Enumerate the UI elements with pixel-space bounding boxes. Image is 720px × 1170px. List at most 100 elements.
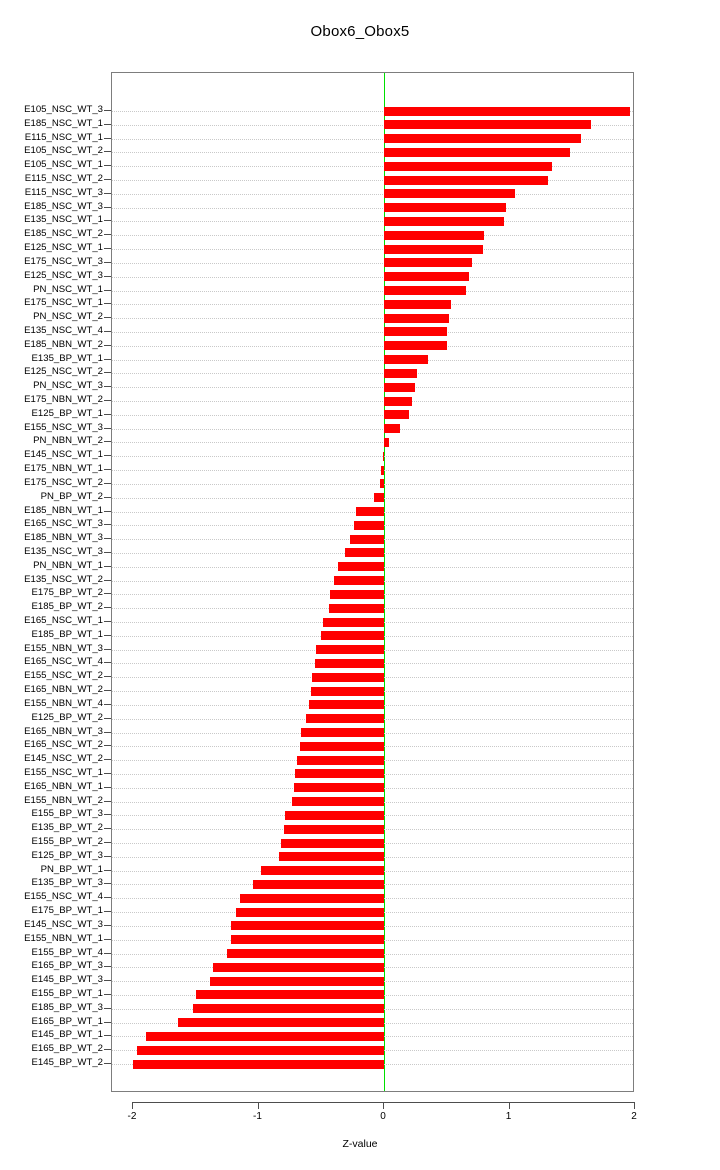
y-axis-tick bbox=[104, 731, 111, 733]
y-axis-label: E185_NSC_WT_3 bbox=[24, 200, 103, 212]
y-axis-tick bbox=[104, 828, 111, 830]
y-axis-tick bbox=[104, 800, 111, 802]
gridline bbox=[112, 456, 633, 458]
y-axis-label: E175_NBN_WT_2 bbox=[24, 394, 103, 406]
y-axis-tick bbox=[104, 344, 111, 346]
y-axis-label: E105_NSC_WT_2 bbox=[24, 145, 103, 157]
y-axis-tick bbox=[104, 248, 111, 250]
bar-PN_NSC_WT_1 bbox=[384, 286, 466, 296]
y-axis-tick bbox=[104, 110, 111, 111]
bar-E165_NSC_WT_1 bbox=[322, 617, 384, 627]
bar-E185_NSC_WT_1 bbox=[384, 120, 592, 130]
y-axis-label: E125_BP_WT_3 bbox=[31, 850, 103, 862]
y-axis-tick bbox=[104, 1049, 111, 1051]
y-axis-label: E165_NSC_WT_4 bbox=[24, 656, 103, 668]
bar-E165_NBN_WT_2 bbox=[311, 686, 384, 696]
y-axis-label: E175_BP_WT_1 bbox=[31, 905, 103, 917]
bar-E155_NSC_WT_4 bbox=[239, 893, 384, 903]
y-axis-tick bbox=[104, 648, 111, 650]
y-axis-tick bbox=[104, 137, 111, 139]
y-axis-label: PN_NSC_WT_2 bbox=[33, 311, 103, 323]
y-axis-label: E175_NSC_WT_1 bbox=[24, 297, 103, 309]
y-axis-tick bbox=[104, 427, 111, 429]
y-axis-tick bbox=[104, 772, 111, 774]
bar-E115_NSC_WT_3 bbox=[384, 189, 515, 199]
bar-E185_BP_WT_3 bbox=[193, 1004, 384, 1014]
y-axis-label: E155_NSC_WT_3 bbox=[24, 421, 103, 433]
y-axis-tick bbox=[104, 621, 111, 623]
y-axis-tick bbox=[104, 993, 111, 995]
y-axis-tick bbox=[104, 842, 111, 843]
y-axis-label: E165_BP_WT_1 bbox=[31, 1015, 103, 1027]
bar-E125_NSC_WT_3 bbox=[384, 272, 470, 282]
y-axis-label: E145_NSC_WT_3 bbox=[24, 919, 103, 931]
bar-E185_BP_WT_1 bbox=[321, 631, 384, 641]
y-axis-tick bbox=[104, 358, 111, 360]
gridline bbox=[112, 442, 633, 444]
gridline bbox=[112, 428, 633, 430]
y-axis-label: E125_NSC_WT_3 bbox=[24, 269, 103, 281]
gridline bbox=[112, 276, 633, 278]
y-axis-label: E185_NSC_WT_1 bbox=[24, 118, 103, 129]
bar-E145_BP_WT_1 bbox=[145, 1031, 384, 1041]
y-axis-tick bbox=[104, 151, 111, 153]
y-axis-tick bbox=[104, 234, 111, 236]
x-axis-tick bbox=[257, 1102, 259, 1109]
y-axis-tick bbox=[104, 455, 111, 457]
bar-PN_BP_WT_1 bbox=[261, 866, 384, 876]
y-axis-tick bbox=[104, 1063, 111, 1064]
y-axis-tick bbox=[104, 206, 111, 208]
bar-E185_NBN_WT_3 bbox=[350, 534, 384, 544]
gridline bbox=[112, 180, 633, 182]
y-axis-label: E135_BP_WT_2 bbox=[31, 822, 103, 834]
y-axis-label: E145_BP_WT_3 bbox=[31, 974, 103, 986]
y-axis-label: E145_NSC_WT_1 bbox=[24, 449, 103, 461]
y-axis-tick bbox=[104, 372, 111, 374]
y-axis-tick bbox=[104, 676, 111, 678]
gridline bbox=[112, 166, 633, 168]
gridline bbox=[112, 111, 633, 112]
y-axis-label: E105_NSC_WT_3 bbox=[24, 104, 103, 116]
bar-E165_NSC_WT_3 bbox=[353, 520, 384, 530]
y-axis-label: E165_BP_WT_3 bbox=[31, 960, 103, 972]
y-axis-tick bbox=[104, 593, 111, 595]
y-axis-label: E185_BP_WT_1 bbox=[31, 629, 103, 641]
y-axis-label: E145_BP_WT_2 bbox=[31, 1057, 103, 1069]
y-axis-label: E185_NBN_WT_2 bbox=[24, 339, 103, 350]
gridline bbox=[112, 387, 633, 389]
gridline bbox=[112, 262, 633, 264]
y-axis-label: E135_NSC_WT_3 bbox=[24, 546, 103, 558]
y-axis-label: E155_NSC_WT_1 bbox=[24, 767, 103, 779]
y-axis-tick bbox=[104, 883, 111, 885]
gridline bbox=[112, 124, 633, 126]
y-axis-label: E175_NBN_WT_1 bbox=[24, 463, 103, 475]
gridline bbox=[112, 193, 633, 195]
y-axis-label: E165_NSC_WT_1 bbox=[24, 615, 103, 627]
y-axis-label: E185_BP_WT_3 bbox=[31, 1001, 103, 1013]
gridline bbox=[112, 414, 633, 416]
y-axis-tick bbox=[104, 303, 111, 305]
bar-PN_NBN_WT_2 bbox=[384, 437, 390, 447]
y-axis-label: E155_NBN_WT_3 bbox=[24, 642, 103, 654]
x-axis-tick bbox=[508, 1102, 510, 1109]
bar-E155_NSC_WT_3 bbox=[384, 424, 401, 434]
y-axis-tick bbox=[104, 938, 111, 940]
y-axis-tick bbox=[104, 759, 111, 761]
bar-E145_BP_WT_3 bbox=[209, 976, 384, 986]
y-axis-label: E145_BP_WT_1 bbox=[31, 1029, 103, 1041]
y-axis-tick bbox=[104, 179, 111, 181]
y-axis-tick bbox=[104, 855, 111, 857]
y-axis-tick bbox=[104, 165, 111, 167]
bar-E155_NBN_WT_4 bbox=[308, 700, 384, 710]
y-axis-label: E165_BP_WT_2 bbox=[31, 1043, 103, 1055]
plot-area bbox=[111, 72, 634, 1092]
y-axis-tick bbox=[104, 869, 111, 871]
y-axis-label: E135_NSC_WT_4 bbox=[24, 325, 103, 337]
bar-E165_NSC_WT_2 bbox=[299, 741, 384, 751]
y-axis-tick bbox=[104, 786, 111, 788]
y-axis-label: E125_NSC_WT_2 bbox=[24, 366, 103, 378]
gridline bbox=[112, 318, 633, 320]
x-axis-tick-label: 0 bbox=[380, 1111, 386, 1122]
bar-E135_NSC_WT_4 bbox=[384, 327, 447, 337]
x-axis-tick-label: 1 bbox=[505, 1111, 512, 1122]
